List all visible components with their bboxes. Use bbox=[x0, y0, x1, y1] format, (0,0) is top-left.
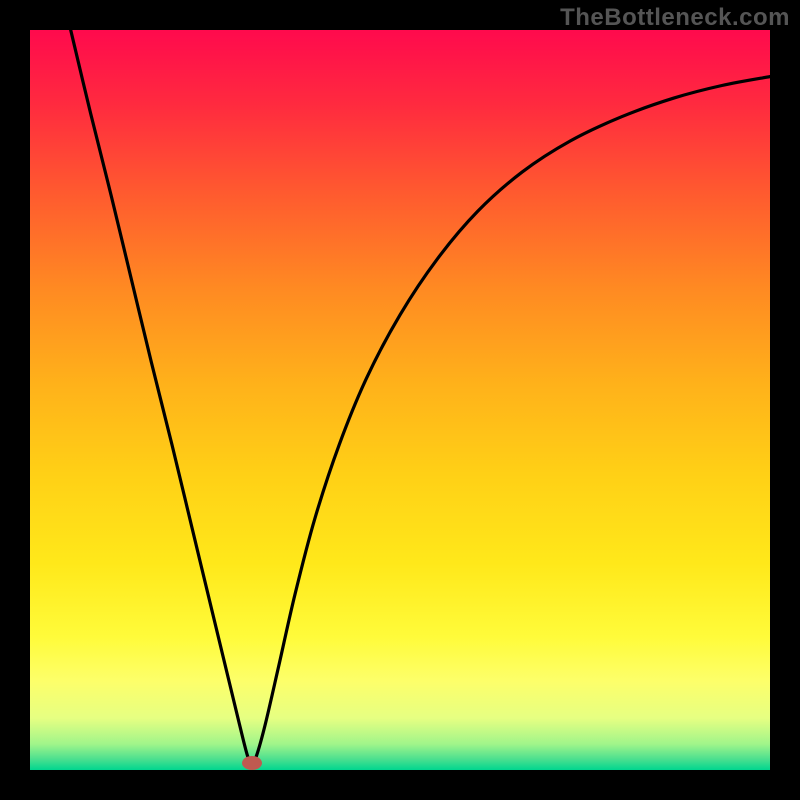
curve-layer bbox=[30, 30, 770, 770]
bottleneck-curve bbox=[71, 30, 770, 763]
plot-area bbox=[30, 30, 770, 770]
chart-frame: TheBottleneck.com bbox=[0, 0, 800, 800]
watermark-text: TheBottleneck.com bbox=[560, 4, 790, 32]
minimum-marker bbox=[242, 756, 262, 770]
